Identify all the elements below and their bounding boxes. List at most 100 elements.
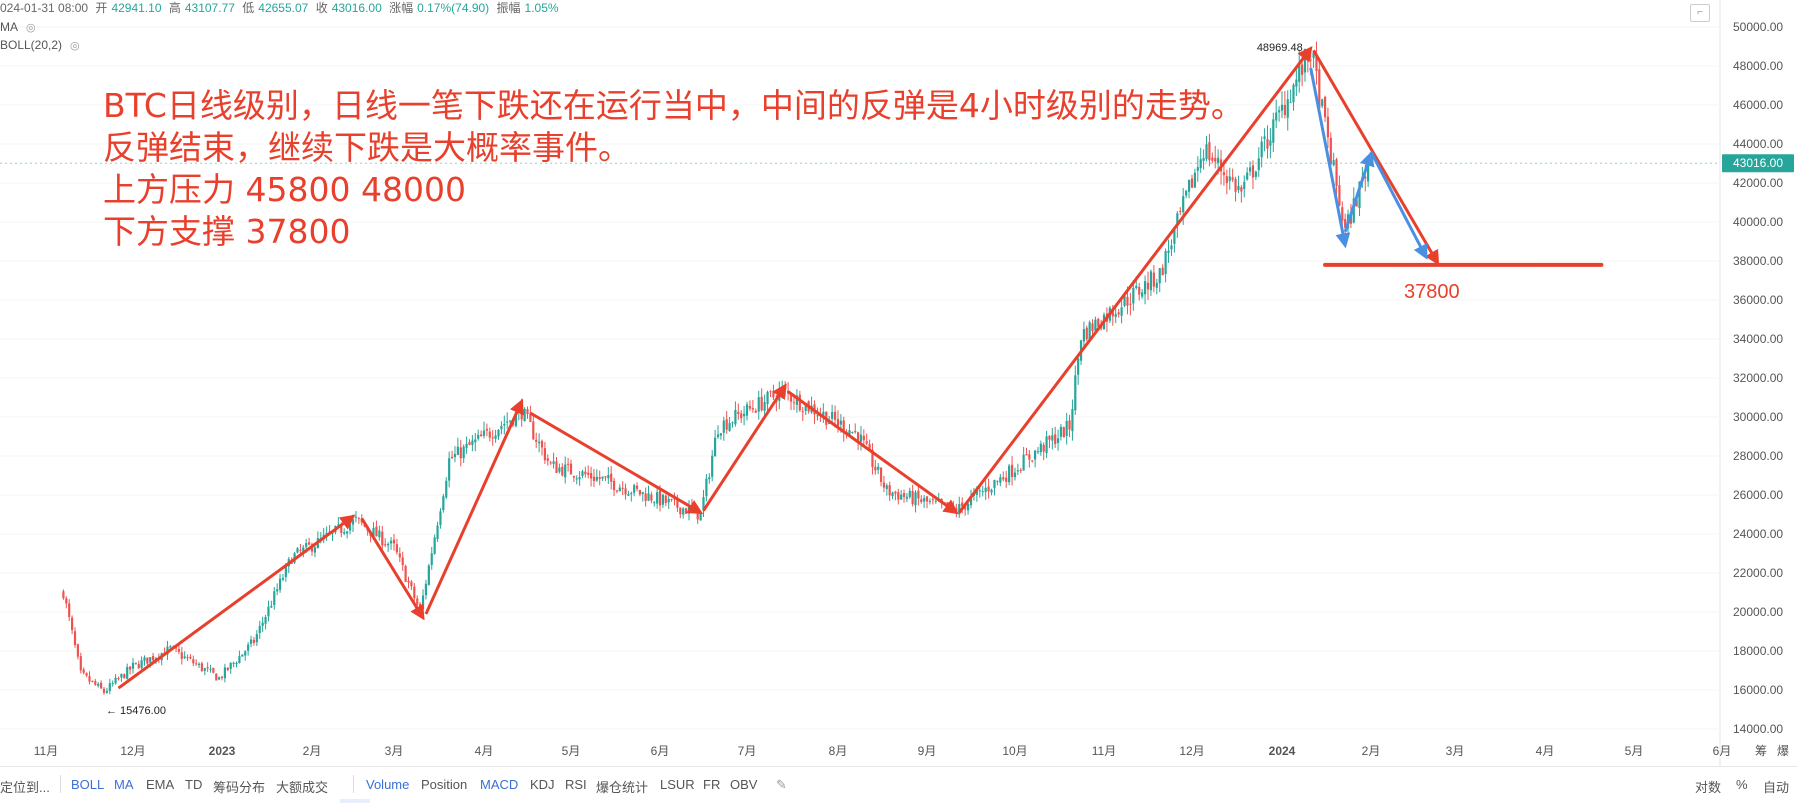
- candle-body: [535, 439, 538, 442]
- percent-toggle[interactable]: %: [1736, 777, 1748, 792]
- candle-body: [407, 580, 410, 583]
- candle-body: [552, 461, 555, 464]
- candle-body: [1071, 408, 1074, 432]
- candle-body: [908, 490, 911, 498]
- candle-body: [1065, 420, 1068, 436]
- candle-body: [630, 493, 633, 495]
- log-scale-toggle[interactable]: 对数: [1695, 780, 1722, 795]
- tool-rsi[interactable]: RSI: [565, 777, 587, 792]
- candle-body: [604, 476, 607, 478]
- candle-body: [714, 437, 717, 457]
- candle-body: [378, 530, 381, 538]
- candle-body: [1045, 436, 1048, 454]
- candle-body: [748, 405, 752, 409]
- candle-body: [978, 490, 981, 492]
- tool-volume[interactable]: Volume: [366, 777, 410, 792]
- candle-body: [923, 498, 926, 502]
- candle-body: [424, 583, 428, 596]
- candle-body: [485, 428, 488, 431]
- edit-icon[interactable]: ✎: [776, 777, 787, 792]
- candle-body: [833, 411, 837, 420]
- candle-body: [218, 677, 221, 680]
- y-tick-label: 30000.00: [1733, 410, 1783, 424]
- eye-icon[interactable]: ◎: [70, 40, 80, 52]
- candle-body: [558, 467, 561, 472]
- candle-body: [868, 444, 871, 450]
- candle-body: [94, 681, 97, 685]
- candle-body: [343, 531, 346, 534]
- candle-body: [270, 605, 273, 608]
- candle-body: [85, 673, 88, 676]
- candle-body: [1367, 163, 1370, 182]
- y-tick-label: 40000.00: [1733, 215, 1783, 229]
- fullscreen-icon[interactable]: ⌐: [1690, 4, 1710, 22]
- candle-body: [1358, 181, 1361, 209]
- candle-body: [459, 447, 462, 459]
- candle-body: [987, 486, 990, 492]
- candle-body: [1036, 451, 1040, 453]
- candle-body: [1344, 219, 1347, 228]
- candle-body: [76, 644, 79, 657]
- candle-body: [1237, 185, 1240, 191]
- tool-kdj[interactable]: KDJ: [530, 777, 555, 792]
- tool-td[interactable]: TD: [185, 777, 203, 792]
- tool-boll[interactable]: BOLL: [71, 777, 105, 792]
- candle-body: [848, 430, 851, 436]
- candle-body: [296, 548, 299, 553]
- x-tick-label: 10月: [1002, 744, 1027, 758]
- candle-body: [601, 476, 604, 479]
- candle-body: [575, 478, 578, 480]
- candle-body: [1283, 104, 1286, 115]
- candle-body: [462, 446, 465, 459]
- price-chart[interactable]: 37800 14000.00 16000.00 18000.00 20000.00 22…: [0, 0, 1797, 766]
- candle-body: [877, 466, 880, 470]
- candle-body: [612, 480, 616, 491]
- candle-body: [795, 395, 799, 405]
- x-tick-label: 2023: [209, 744, 236, 758]
- tool-liquidation[interactable]: 爆仓统计: [596, 780, 649, 795]
- candle-body: [969, 496, 973, 506]
- bottom-toolbar: 定位到... BOLL MA EMA TD 筹码分布 大额成交 Volume P…: [0, 766, 1797, 803]
- candle-body: [448, 458, 451, 481]
- candle-body: [990, 489, 993, 493]
- tool-large-trades[interactable]: 大额成交: [276, 780, 329, 795]
- candle-body: [372, 527, 375, 538]
- candle-body: [592, 476, 596, 482]
- candle-body: [1068, 420, 1071, 430]
- tool-fr[interactable]: FR: [703, 777, 721, 792]
- indicator-boll-row[interactable]: BOLL(20,2) ◎: [0, 36, 80, 54]
- candle-body: [1143, 281, 1147, 295]
- candle-body: [1364, 176, 1367, 179]
- tool-chip-distribution[interactable]: 筹码分布: [213, 780, 266, 795]
- tool-obv[interactable]: OBV: [730, 777, 758, 792]
- eye-icon[interactable]: ◎: [26, 22, 36, 34]
- locate-button[interactable]: 定位到...: [0, 780, 50, 795]
- candle-body: [445, 480, 448, 498]
- candle-body: [143, 657, 146, 661]
- candle-body: [206, 667, 209, 669]
- axis-side-label[interactable]: 筹: [1755, 744, 1767, 758]
- candle-body: [389, 540, 393, 544]
- candle-body: [68, 603, 71, 617]
- tool-lsur[interactable]: LSUR: [660, 777, 695, 792]
- tool-position[interactable]: Position: [421, 777, 468, 792]
- auto-toggle[interactable]: 自动: [1763, 780, 1790, 795]
- indicator-ma-row[interactable]: MA ◎: [0, 18, 36, 36]
- candle-body: [702, 497, 705, 511]
- y-tick-label: 20000.00: [1733, 605, 1783, 619]
- candle-body: [1117, 312, 1120, 315]
- y-tick-label: 42000.00: [1733, 176, 1783, 190]
- candle-body: [1152, 272, 1155, 287]
- candle-body: [1338, 185, 1341, 206]
- tool-ma[interactable]: MA: [114, 777, 134, 792]
- axis-side-label[interactable]: 爆: [1777, 744, 1789, 758]
- candle-body: [1332, 160, 1335, 166]
- candle-body: [1028, 454, 1031, 460]
- candle-body: [169, 646, 172, 648]
- candle-body: [1292, 84, 1295, 103]
- candle-body: [598, 477, 601, 479]
- candle-body: [1309, 59, 1312, 61]
- tool-macd[interactable]: MACD: [480, 777, 519, 792]
- candle-body: [1059, 426, 1063, 437]
- tool-ema[interactable]: EMA: [146, 777, 175, 792]
